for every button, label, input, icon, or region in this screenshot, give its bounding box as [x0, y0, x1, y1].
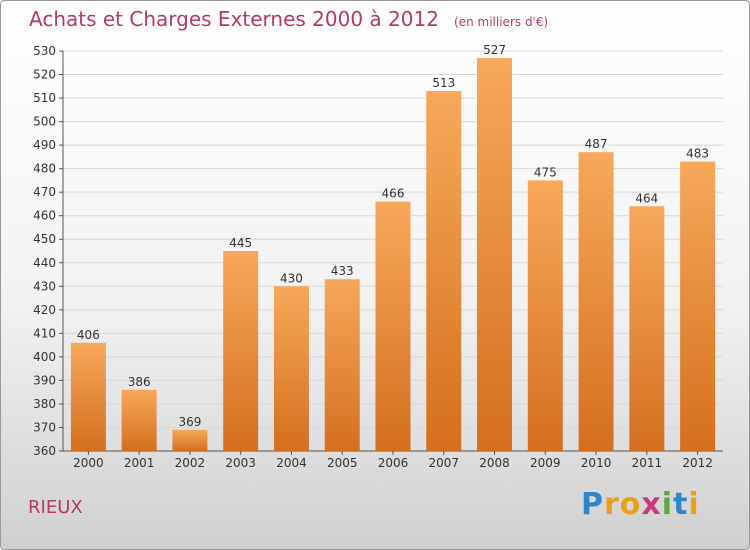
bar-2000 [70, 342, 106, 451]
chart-subtitle: (en milliers d'€) [454, 15, 549, 29]
data-labels: 406 386 369 445 430 433 466 513 527 475 487 464 483 [77, 43, 709, 429]
y-tick-label: 390 [33, 373, 56, 387]
y-tick-label: 440 [33, 256, 56, 270]
chart-header: Achats et Charges Externes 2000 à 2012 (… [29, 7, 548, 31]
data-label-2005: 433 [331, 264, 354, 278]
data-label-2007: 513 [432, 76, 455, 90]
bar-2007 [426, 91, 462, 451]
x-tick-label: 2002 [175, 456, 206, 470]
y-tick-label: 500 [33, 115, 56, 129]
bar-2005 [324, 279, 360, 451]
data-label-2002: 369 [178, 415, 201, 429]
x-tick-label: 2011 [632, 456, 663, 470]
data-label-2008: 527 [483, 43, 506, 57]
y-tick-label: 410 [33, 326, 56, 340]
data-label-2004: 430 [280, 271, 303, 285]
x-tick-label: 2004 [276, 456, 307, 470]
y-tick-label: 530 [33, 44, 56, 58]
y-tick-label: 420 [33, 303, 56, 317]
y-tick-label: 360 [33, 444, 56, 458]
x-tick-label: 2007 [428, 456, 459, 470]
x-tick-label: 2001 [124, 456, 155, 470]
x-tick-label: 2005 [327, 456, 358, 470]
data-label-2011: 464 [635, 191, 658, 205]
y-tick-label: 380 [33, 397, 56, 411]
x-tick-label: 2010 [581, 456, 612, 470]
bar-2012 [680, 161, 716, 451]
bar-2006 [375, 201, 411, 451]
y-tick-label: 510 [33, 91, 56, 105]
y-tick-label: 370 [33, 420, 56, 434]
y-tick-label: 490 [33, 138, 56, 152]
x-tick-label: 2012 [682, 456, 713, 470]
y-tick-label: 520 [33, 68, 56, 82]
bar-2008 [477, 58, 513, 451]
bar-2011 [629, 206, 665, 451]
y-tick-label: 470 [33, 185, 56, 199]
chart-title: Achats et Charges Externes 2000 à 2012 [29, 7, 439, 31]
bar-2003 [223, 251, 259, 451]
y-tick-label: 480 [33, 162, 56, 176]
y-tick-label: 400 [33, 350, 56, 364]
bar-2002 [172, 429, 208, 451]
x-tick-label: 2006 [378, 456, 409, 470]
data-label-2006: 466 [382, 187, 405, 201]
data-label-2003: 445 [229, 236, 252, 250]
y-tick-label: 430 [33, 279, 56, 293]
x-tick-label: 2009 [530, 456, 561, 470]
data-label-2010: 487 [585, 137, 608, 151]
data-label-2009: 475 [534, 165, 557, 179]
data-label-2000: 406 [77, 328, 100, 342]
proxiti-logo: Proxiti [581, 487, 700, 522]
x-tick-label: 2003 [225, 456, 256, 470]
y-tick-label: 460 [33, 209, 56, 223]
bar-2009 [527, 180, 563, 452]
x-tick-label: 2008 [479, 456, 510, 470]
bar-2004 [273, 286, 309, 451]
bars [70, 58, 716, 452]
data-label-2012: 483 [686, 147, 709, 161]
bar-2010 [578, 152, 614, 452]
city-name: RIEUX [28, 497, 83, 518]
y-tick-label: 450 [33, 232, 56, 246]
x-tick-label: 2000 [73, 456, 104, 470]
data-label-2001: 386 [128, 375, 151, 389]
bar-2001 [121, 389, 157, 451]
